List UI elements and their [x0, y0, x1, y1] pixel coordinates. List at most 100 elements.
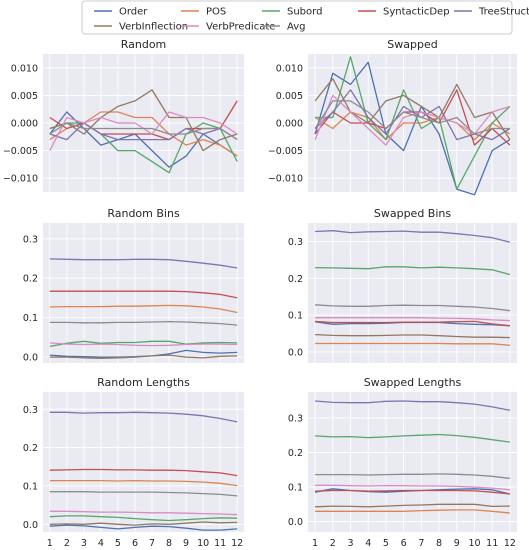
chart-grid: Random−0.010−0.0050.0000.0050.010Swapped…: [3, 38, 517, 549]
y-tick-label: 0.2: [23, 443, 38, 454]
x-tick-label: 12: [231, 538, 243, 549]
legend-entry-treestructure: TreeStructure: [454, 7, 529, 18]
x-tick-label: 10: [197, 538, 209, 549]
plot-area: [308, 223, 517, 363]
series-line-verbpredicate: [315, 484, 510, 491]
series-line-subord: [49, 122, 238, 174]
series-line-treestructure: [314, 89, 511, 141]
y-tick-label: 0.0: [23, 520, 38, 531]
legend-entry-order: Order: [94, 7, 148, 18]
x-tick-label: 3: [347, 538, 353, 549]
x-tick-label: 10: [468, 538, 480, 549]
series-line-avg: [315, 473, 510, 480]
chart-title: Swapped: [387, 38, 437, 51]
y-tick-label: 0.2: [288, 274, 303, 285]
y-tick-label: 0.3: [288, 237, 303, 248]
series-line-verbpredicate: [315, 317, 510, 322]
legend-entry-verbinflection: VerbInflection: [94, 22, 188, 33]
x-tick-label: 2: [64, 538, 70, 549]
y-tick-label: 0.1: [288, 311, 303, 322]
chart-panel-random-bins: Random Bins 0.0 0.1 0.2 0.3: [23, 207, 244, 364]
y-tick-label: 0.2: [23, 274, 38, 285]
y-tick-label: 0.3: [288, 413, 303, 424]
x-tick-label: 9: [183, 538, 189, 549]
legend-label: VerbPredicate: [206, 22, 275, 33]
series-line-verbpredicate: [49, 510, 238, 516]
plot-area: [308, 392, 517, 532]
chart-title: Random: [121, 38, 167, 51]
series-line-pos: [49, 304, 238, 314]
series-line-pos: [315, 342, 510, 346]
series-line-treestructure: [49, 258, 238, 269]
y-tick-label: 0.010: [276, 63, 303, 74]
series-line-syntacticdep: [49, 290, 238, 299]
series-line-avg: [49, 320, 238, 326]
y-tick-label: 0.1: [23, 481, 38, 492]
x-tick-label: 1: [47, 538, 53, 549]
legend-entry-avg: Avg: [262, 22, 306, 33]
chart-title: Swapped Lengths: [364, 376, 462, 389]
chart-title: Random Bins: [107, 207, 180, 220]
series-line-treestructure: [315, 230, 511, 243]
x-tick-label: 6: [132, 538, 138, 549]
series-line-avg: [314, 100, 510, 135]
x-tick-label: 12: [504, 538, 516, 549]
series-line-order: [314, 61, 511, 196]
series-line-verbinflection: [315, 333, 510, 339]
series-line-verbinflection: [315, 503, 510, 508]
legend: Order POS Subord SyntacticDep TreeStructure V…: [81, 0, 529, 35]
series-line-verbpredicate: [49, 342, 238, 347]
x-tick-label: 7: [149, 538, 155, 549]
x-tick-label: 4: [98, 538, 104, 549]
x-tick-label: 5: [383, 538, 389, 549]
y-tick-label: 0.3: [23, 234, 38, 245]
series-line-order: [49, 524, 238, 531]
y-tick-label: 0.005: [11, 91, 38, 102]
x-tick-label: 2: [330, 538, 336, 549]
y-tick-label: 0.1: [288, 483, 303, 494]
series-line-syntacticdep: [49, 468, 238, 477]
y-tick-label: 0.010: [11, 63, 38, 74]
legend-label: Order: [119, 7, 148, 18]
y-tick-label: 0.3: [23, 405, 38, 416]
chart-panel-random: Random −0.010 −0.005 0.000 0.005 0.010: [3, 38, 244, 192]
x-tick-label: 11: [486, 538, 498, 549]
x-tick-label: 4: [365, 538, 371, 549]
series-line-avg: [49, 491, 238, 497]
y-tick-label: −0.010: [3, 174, 38, 185]
series-line-subord: [315, 266, 511, 276]
series-line-verbinflection: [314, 78, 511, 140]
series-line-verbinflection: [49, 521, 238, 526]
x-tick-label: 8: [436, 538, 442, 549]
x-tick-label: 3: [81, 538, 87, 549]
series-line-subord: [315, 56, 511, 190]
x-tick-label: 7: [418, 538, 424, 549]
legend-label: VerbInflection: [119, 22, 188, 33]
x-tick-label: 1: [312, 538, 318, 549]
series-line-verbinflection: [49, 354, 238, 359]
series-line-subord: [315, 433, 510, 443]
chart-panel-swapped: Swapped −0.010 −0.005 0.000 0.005 0.010: [268, 38, 517, 196]
y-tick-label: −0.010: [268, 174, 303, 185]
chart-title: Swapped Bins: [374, 207, 452, 220]
series-line-pos: [315, 509, 510, 514]
series-line-subord: [49, 340, 238, 348]
series-line-treestructure: [49, 122, 238, 141]
y-tick-label: −0.005: [3, 146, 38, 157]
x-tick-label: 11: [214, 538, 226, 549]
y-tick-label: 0.2: [288, 448, 303, 459]
series-line-avg: [49, 122, 238, 141]
y-tick-label: 0.000: [276, 119, 303, 130]
y-tick-label: 0.005: [276, 91, 303, 102]
series-line-avg: [315, 304, 510, 312]
x-tick-label: 5: [115, 538, 121, 549]
legend-label: Subord: [287, 7, 322, 18]
legend-label: SyntacticDep: [383, 7, 450, 18]
plot-area: [43, 392, 244, 532]
x-tick-label: 6: [401, 538, 407, 549]
series-line-syntacticdep: [315, 320, 510, 327]
series-line-treestructure: [315, 400, 511, 411]
